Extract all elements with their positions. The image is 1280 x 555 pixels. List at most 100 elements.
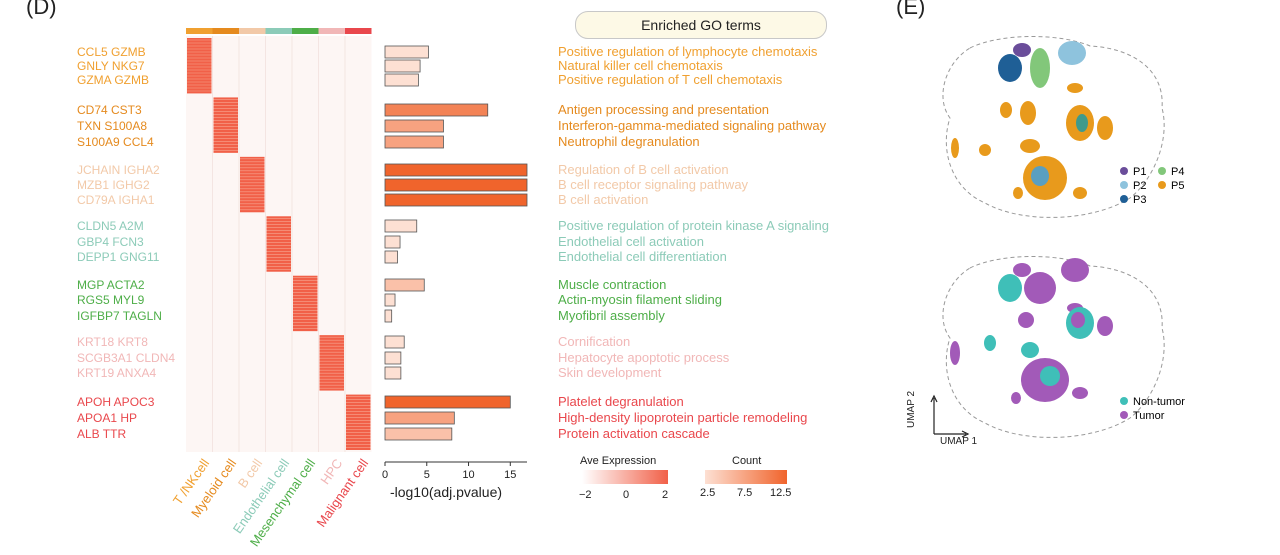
bar-x-axis-label: -log10(adj.pvalue) bbox=[390, 484, 502, 500]
go-term-label: Antigen processing and presentation bbox=[558, 102, 770, 117]
legend-entry: P5 bbox=[1158, 180, 1184, 192]
gene-label: MZB1 IGHG2 bbox=[77, 178, 150, 192]
legend-dot-icon bbox=[1120, 167, 1128, 175]
umap-bottom-outline bbox=[942, 256, 1165, 438]
heatmap-high-block bbox=[240, 156, 265, 213]
go-term-label: Endothelial cell activation bbox=[558, 234, 704, 249]
go-term-label: Actin-myosin filament sliding bbox=[558, 292, 723, 307]
gene-label: ALB TTR bbox=[77, 427, 127, 441]
count-legend-title: Count bbox=[732, 455, 762, 467]
gene-label: DEPP1 GNG11 bbox=[77, 250, 160, 264]
gene-label: APOH APOC3 bbox=[77, 395, 155, 409]
heatmap-high-block bbox=[319, 335, 344, 391]
cell-type-color-bar bbox=[265, 28, 292, 34]
cell-type-color-bar bbox=[345, 28, 372, 34]
go-term-label: B cell activation bbox=[558, 192, 649, 207]
go-term-label: Positive regulation of T cell chemotaxis bbox=[558, 72, 783, 87]
heatmap-high-block bbox=[213, 97, 238, 153]
panel-label-e: (E) bbox=[896, 0, 926, 19]
go-term-label: Natural killer cell chemotaxis bbox=[558, 58, 723, 73]
umap-patient-plot bbox=[942, 36, 1165, 218]
bar-x-tick-label: 10 bbox=[462, 469, 474, 481]
gene-label: KRT19 ANXA4 bbox=[77, 366, 157, 380]
go-terms-header: Enriched GO terms bbox=[575, 11, 827, 39]
heatmap-high-block bbox=[266, 216, 291, 272]
legend-label: P2 bbox=[1133, 180, 1147, 192]
panel-label-d: (D) bbox=[26, 0, 57, 19]
umap-top-clusters bbox=[951, 41, 1113, 200]
go-term-label: Regulation of B cell activation bbox=[558, 162, 729, 177]
gene-label: IGFBP7 TAGLN bbox=[77, 309, 162, 323]
legend-entry: P2 bbox=[1120, 180, 1146, 192]
enrichment-bar bbox=[384, 278, 425, 292]
bar-x-tick-label: 5 bbox=[424, 469, 430, 481]
go-term-label: Interferon-gamma-mediated signaling path… bbox=[558, 118, 827, 133]
count-legend-tick-mid: 7.5 bbox=[737, 487, 753, 499]
enrichment-bar bbox=[384, 193, 528, 207]
legend-label: P4 bbox=[1171, 166, 1185, 178]
expression-legend-gradient bbox=[582, 470, 668, 484]
gene-label: APOA1 HP bbox=[77, 411, 138, 425]
go-term-label: Skin development bbox=[558, 365, 662, 380]
count-legend-tick-low: 2.5 bbox=[700, 487, 716, 499]
go-term-label: Neutrophil degranulation bbox=[558, 134, 700, 149]
legend-dot-icon bbox=[1120, 411, 1128, 419]
cell-type-color-bar bbox=[292, 28, 319, 34]
go-term-label: Cornification bbox=[558, 334, 631, 349]
umap-y-label: UMAP 2 bbox=[906, 390, 917, 428]
legend-label: Tumor bbox=[1133, 410, 1165, 422]
go-term-label: Myofibril assembly bbox=[558, 308, 665, 323]
go-term-label: Positive regulation of protein kinase A … bbox=[558, 218, 830, 233]
enrichment-bar bbox=[384, 395, 511, 409]
heatmap-high-block bbox=[187, 38, 212, 94]
gene-label: GBP4 FCN3 bbox=[77, 235, 144, 249]
heatmap-high-block bbox=[346, 394, 371, 450]
enrichment-bar bbox=[384, 351, 402, 365]
gene-label: JCHAIN IGHA2 bbox=[77, 163, 160, 177]
umap-top-outline bbox=[942, 36, 1165, 218]
enrichment-bar bbox=[384, 250, 398, 264]
expression-legend-tick-min: −2 bbox=[579, 489, 592, 501]
enrichment-bar bbox=[384, 366, 402, 380]
umap-tumor-plot bbox=[930, 256, 1165, 438]
bar-x-tick-label: 15 bbox=[504, 469, 516, 481]
cell-type-color-bar bbox=[186, 28, 213, 34]
legend-entry: Non-tumor bbox=[1120, 396, 1185, 408]
gene-label: GZMA GZMB bbox=[77, 73, 149, 87]
gene-label: RGS5 MYL9 bbox=[77, 293, 145, 307]
legend-dot-icon bbox=[1120, 195, 1128, 203]
gene-label: SCGB3A1 CLDN4 bbox=[77, 351, 176, 365]
gene-label: CD79A IGHA1 bbox=[77, 193, 155, 207]
go-term-label: Endothelial cell differentiation bbox=[558, 249, 727, 264]
umap-x-label: UMAP 1 bbox=[940, 436, 978, 447]
expression-legend-tick-max: 2 bbox=[662, 489, 669, 501]
enrichment-bar bbox=[384, 178, 528, 192]
legend-dot-icon bbox=[1158, 167, 1166, 175]
gene-label: S100A9 CCL4 bbox=[77, 135, 154, 149]
legend-label: P1 bbox=[1133, 166, 1147, 178]
enrichment-bar bbox=[384, 219, 418, 233]
expression-legend-tick-mid: 0 bbox=[623, 489, 630, 501]
gene-label: KRT18 KRT8 bbox=[77, 335, 148, 349]
count-legend-tick-high: 12.5 bbox=[770, 487, 792, 499]
go-term-label: Protein activation cascade bbox=[558, 426, 710, 441]
enrichment-bar bbox=[384, 73, 419, 87]
enrichment-bar bbox=[384, 163, 528, 177]
go-term-label: Platelet degranulation bbox=[558, 394, 684, 409]
gene-label: CLDN5 A2M bbox=[77, 219, 144, 233]
enrichment-bar bbox=[384, 411, 455, 425]
enrichment-bar bbox=[384, 45, 429, 59]
enrichment-bar bbox=[384, 309, 393, 323]
go-term-label: Hepatocyte apoptotic process bbox=[558, 350, 730, 365]
gene-label: CD74 CST3 bbox=[77, 103, 142, 117]
cell-type-color-bar bbox=[239, 28, 266, 34]
enrichment-bar bbox=[384, 235, 401, 249]
enrichment-bar bbox=[384, 59, 421, 73]
go-term-label: Muscle contraction bbox=[558, 277, 667, 292]
enrichment-bar bbox=[384, 335, 405, 349]
legend-dot-icon bbox=[1120, 181, 1128, 189]
count-legend-gradient bbox=[705, 470, 787, 484]
enrichment-bar bbox=[384, 103, 489, 117]
gene-label: TXN S100A8 bbox=[77, 119, 148, 133]
bar-x-tick-label: 0 bbox=[382, 469, 388, 481]
